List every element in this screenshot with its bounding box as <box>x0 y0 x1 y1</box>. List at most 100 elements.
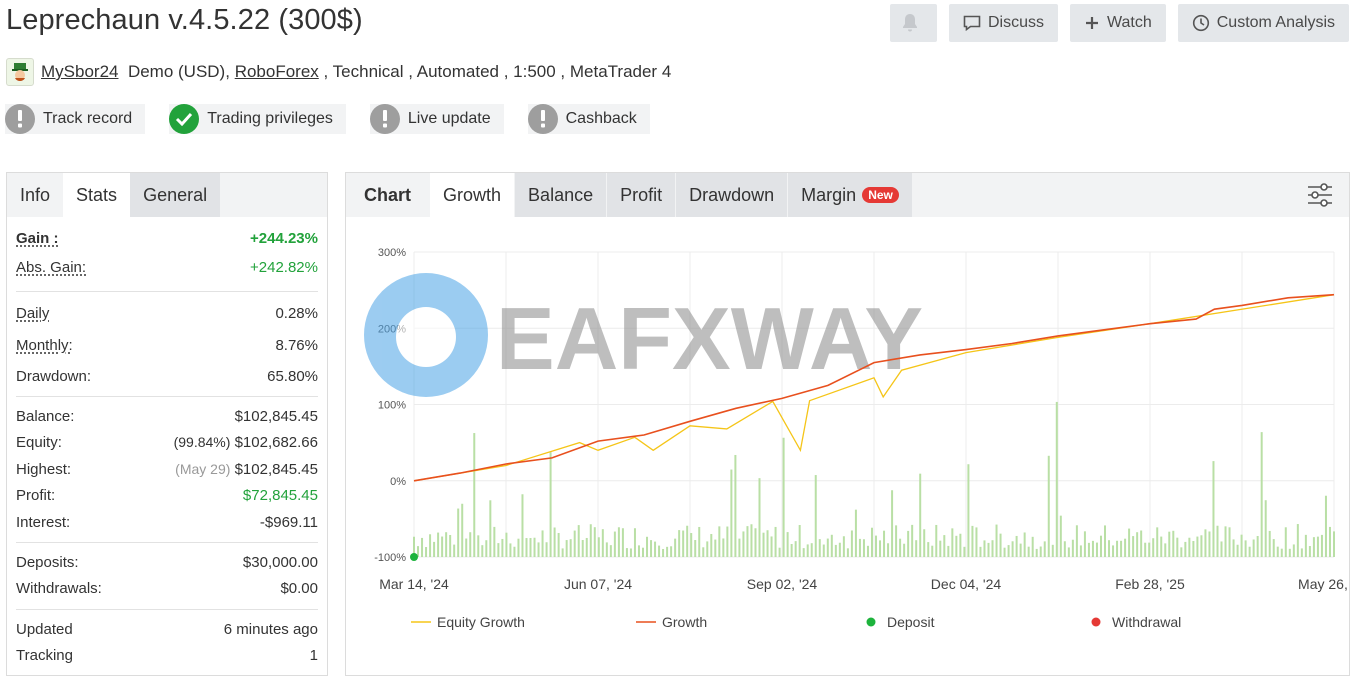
trade-bar <box>983 540 986 557</box>
trade-bar <box>770 536 773 557</box>
trade-bar <box>991 540 994 557</box>
chart-heading: Chart <box>364 184 412 205</box>
trade-bar <box>1296 524 1299 557</box>
stat-updated: Updated 6 minutes ago <box>16 616 318 642</box>
badge-label: Trading privileges <box>207 110 333 127</box>
equity-percent: (99.84%) <box>173 434 231 450</box>
trade-bar <box>1079 545 1082 557</box>
x-tick-label: Feb 28, '25 <box>1115 576 1185 592</box>
trade-bar <box>561 548 564 557</box>
trade-bar <box>674 538 677 557</box>
trade-bar <box>605 542 608 557</box>
trade-bar <box>654 541 657 557</box>
custom-analysis-button[interactable]: Custom Analysis <box>1177 4 1349 42</box>
trade-bar <box>1244 540 1247 557</box>
trade-bar <box>979 546 982 557</box>
trade-bar <box>1180 547 1183 557</box>
stat-tracking: Tracking 1 <box>16 642 318 668</box>
stat-monthly: Monthly: 8.76% <box>16 329 318 361</box>
tab-balance[interactable]: Balance <box>515 173 607 217</box>
trade-bar <box>754 528 757 557</box>
trade-bar <box>1232 539 1235 557</box>
monthly-label[interactable]: Monthly: <box>16 336 73 354</box>
badge-live-update[interactable]: Live update <box>369 104 504 134</box>
trade-bar <box>1333 531 1335 557</box>
balance-value: $102,845.45 <box>234 407 318 425</box>
trade-bar <box>658 545 661 557</box>
trade-bar <box>975 527 978 557</box>
user-link[interactable]: MySbor24 <box>41 62 119 81</box>
trade-bar <box>1300 548 1303 557</box>
trade-bar <box>1324 495 1327 557</box>
trade-bar <box>943 535 946 557</box>
badge-cashback[interactable]: Cashback <box>527 104 650 134</box>
broker-link[interactable]: RoboForex <box>234 62 319 81</box>
trade-bar <box>1019 543 1022 557</box>
stat-equity: Equity: (99.84%) $102,682.66 <box>16 429 318 456</box>
tab-profit[interactable]: Profit <box>607 173 676 217</box>
stat-balance: Balance: $102,845.45 <box>16 403 318 429</box>
stats-panel: Info Stats General Gain : +244.23% Abs. … <box>6 172 328 676</box>
trade-bar <box>955 535 958 557</box>
trade-bar <box>758 478 761 557</box>
trade-bar <box>521 494 524 557</box>
badge-track-record[interactable]: Track record <box>5 104 146 134</box>
watch-button[interactable]: Watch <box>1069 4 1166 42</box>
trade-bar <box>553 527 556 557</box>
tab-growth[interactable]: Growth <box>430 173 515 217</box>
trade-bar <box>967 464 970 557</box>
trade-bar <box>866 545 869 557</box>
header-actions: Discuss Watch Custom Analysis <box>889 4 1349 42</box>
avatar[interactable] <box>6 58 34 86</box>
y-tick-label: -100% <box>374 552 406 564</box>
trade-bar <box>621 528 624 557</box>
trade-bar <box>593 527 596 557</box>
notifications-button[interactable] <box>889 4 937 42</box>
tab-info[interactable]: Info <box>20 184 51 205</box>
y-tick-label: 0% <box>390 476 406 488</box>
trade-bar <box>457 508 460 557</box>
profit-label: Profit: <box>16 486 56 504</box>
trade-bar <box>810 543 813 557</box>
badge-label: Live update <box>407 110 491 127</box>
tab-margin[interactable]: Margin New <box>788 173 912 217</box>
trade-bar <box>706 541 709 557</box>
tab-drawdown[interactable]: Drawdown <box>676 173 788 217</box>
discuss-button[interactable]: Discuss <box>948 4 1058 42</box>
legend-equity-growth-label: Equity Growth <box>437 614 525 630</box>
daily-label[interactable]: Daily <box>16 304 50 322</box>
trade-bar <box>814 475 817 557</box>
trade-bar <box>1212 461 1215 557</box>
tab-general[interactable]: General <box>130 173 221 217</box>
trade-bar <box>999 533 1002 557</box>
abs-gain-label[interactable]: Abs. Gain: <box>16 258 87 276</box>
new-badge: New <box>862 187 899 203</box>
interest-label: Interest: <box>16 513 71 531</box>
tracking-value: 1 <box>309 646 318 664</box>
trade-bar <box>465 538 468 557</box>
trade-bar <box>533 537 536 557</box>
trade-bar <box>1120 540 1123 557</box>
custom-analysis-label: Custom Analysis <box>1216 14 1335 31</box>
x-tick-label: Jun 07, '24 <box>564 576 632 592</box>
gain-label[interactable]: Gain : <box>16 229 59 247</box>
stat-interest: Interest: -$969.11 <box>16 508 318 536</box>
plus-icon <box>1085 17 1098 29</box>
daily-value: 0.28% <box>275 304 318 322</box>
trade-bar <box>1075 525 1078 557</box>
exclamation-icon <box>527 104 558 134</box>
deposit-point <box>410 553 418 561</box>
y-tick-label: 300% <box>378 247 406 259</box>
stat-daily: Daily 0.28% <box>16 297 318 329</box>
trade-bar <box>702 547 705 557</box>
badge-label: Track record <box>43 110 133 127</box>
chart-settings-button[interactable] <box>1307 183 1333 212</box>
leprechaun-avatar-icon <box>12 63 28 81</box>
stat-gain: Gain : +244.23% <box>16 225 318 251</box>
stat-abs-gain: Abs. Gain: +242.82% <box>16 251 318 283</box>
trade-bar <box>1099 535 1102 557</box>
trade-bar <box>1172 530 1175 557</box>
trade-bar <box>774 526 777 557</box>
tab-stats[interactable]: Stats <box>63 173 131 217</box>
badge-trading-privileges[interactable]: Trading privileges <box>169 104 346 134</box>
